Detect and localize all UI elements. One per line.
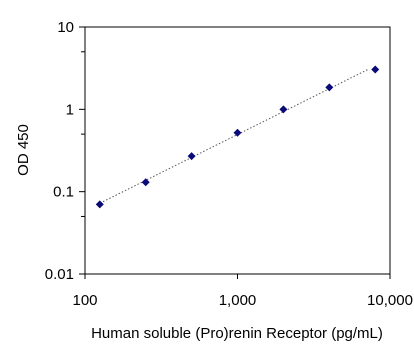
y-tick-label: 10 — [57, 19, 74, 36]
data-point — [187, 152, 196, 161]
x-tick-label: 100 — [72, 292, 97, 309]
y-tick-label: 0.1 — [53, 184, 74, 201]
data-point — [371, 65, 380, 74]
y-minor-ticks — [81, 51, 85, 217]
x-axis-title: Human soluble (Pro)renin Receptor (pg/mL… — [91, 325, 383, 342]
y-axis-ticks: 0.01 0.1 1 10 — [45, 19, 85, 283]
x-tick-label: 10,000 — [367, 292, 413, 309]
plot-frame — [84, 26, 391, 275]
x-tick-label: 1,000 — [219, 292, 257, 309]
x-axis-ticks: 100 1,000 10,000 — [72, 274, 413, 309]
data-point — [141, 178, 150, 187]
data-point — [95, 200, 104, 209]
data-point — [279, 105, 288, 114]
data-points — [95, 65, 380, 209]
y-tick-label: 1 — [66, 101, 74, 118]
data-point — [325, 83, 334, 92]
data-point — [233, 128, 242, 137]
y-tick-label: 0.01 — [45, 266, 74, 283]
y-axis-title: OD 450 — [15, 124, 32, 176]
